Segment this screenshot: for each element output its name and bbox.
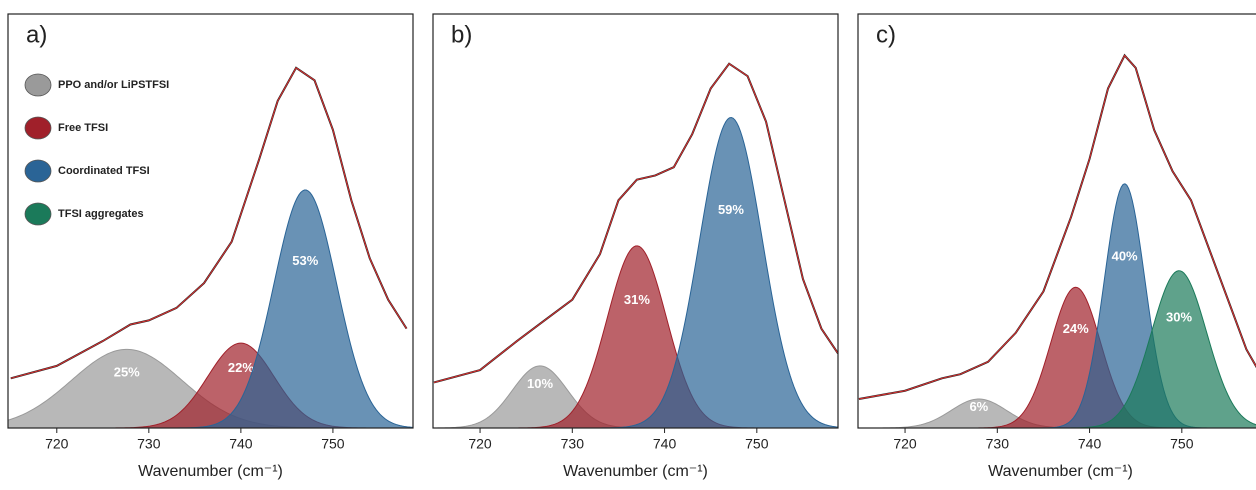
x-tick-label: 730 [561, 436, 585, 452]
data-label: 22% [228, 360, 254, 375]
data-label: 10% [527, 376, 553, 391]
panel-label: b) [451, 21, 472, 48]
legend-swatch [24, 202, 52, 226]
x-tick-label: 740 [229, 436, 253, 452]
panel-label: c) [876, 21, 896, 48]
x-tick-label: 750 [1170, 436, 1194, 452]
legend-label: Free TFSI [58, 122, 108, 134]
x-tick-label: 750 [321, 436, 345, 452]
x-tick-label: 740 [1078, 436, 1102, 452]
plot-frame [857, 13, 1256, 429]
legend-swatch [24, 159, 52, 183]
x-tick-label: 730 [986, 436, 1010, 452]
data-label: 30% [1166, 309, 1192, 324]
fit-line [433, 62, 838, 383]
legend-label: Coordinated TFSI [58, 165, 150, 177]
legend-label: TFSI aggregates [58, 208, 144, 220]
x-tick-label: 750 [745, 436, 769, 452]
plot-area: 25% 22% 53% [8, 66, 413, 428]
peak-area [433, 116, 838, 428]
data-label: 31% [624, 292, 650, 307]
plot-area: 6% 24% 40% 30% [858, 53, 1256, 428]
x-tick-label: 720 [468, 436, 492, 452]
data-label: 24% [1063, 321, 1089, 336]
plot-frame [7, 13, 414, 429]
plot-area: 10% 31% 59% [433, 62, 838, 428]
panel-label: a) [26, 21, 47, 48]
x-tick-label: 740 [653, 436, 677, 452]
peak-area [858, 286, 1256, 428]
legend-swatch [24, 116, 52, 140]
data-label: 25% [114, 364, 140, 379]
data-label: 53% [292, 253, 318, 268]
legend-swatch [24, 73, 52, 97]
x-tick-label: 730 [137, 436, 161, 452]
x-tick-label: 720 [45, 436, 69, 452]
data-label: 59% [718, 202, 744, 217]
legend-label: PPO and/or LiPSTFSI [58, 79, 169, 91]
fit-line [858, 54, 1256, 400]
data-label: 6% [969, 399, 988, 414]
data-label: 40% [1112, 248, 1138, 263]
peak-area [8, 189, 413, 428]
fit-line [10, 67, 407, 379]
x-tick-label: 720 [893, 436, 917, 452]
x-axis-label: Wavenumber (cm⁻¹) [138, 463, 283, 480]
x-axis-label: Wavenumber (cm⁻¹) [563, 463, 708, 480]
x-axis-label: Wavenumber (cm⁻¹) [988, 463, 1133, 480]
plot-frame [432, 13, 839, 429]
